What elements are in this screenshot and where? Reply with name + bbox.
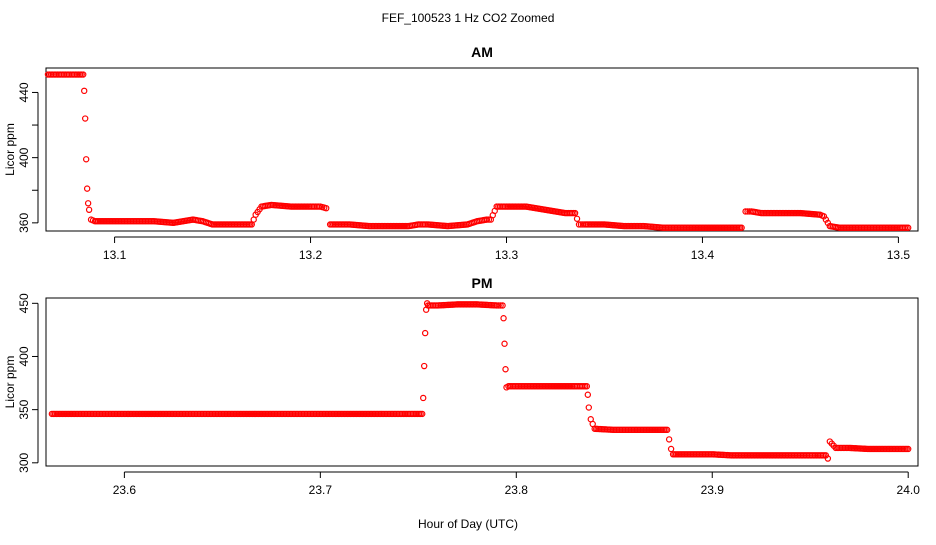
x-tick-label: 23.9: [701, 483, 725, 497]
data-point: [497, 302, 504, 309]
data-point: [502, 366, 509, 373]
x-tick-label: 13.2: [299, 248, 323, 262]
y-tick-label: 360: [17, 213, 31, 233]
data-point: [500, 315, 507, 322]
data-point: [584, 391, 592, 398]
data-point: [571, 209, 579, 217]
y-tick-label: 450: [17, 293, 31, 313]
data-point: [665, 436, 673, 443]
data-point: [667, 445, 675, 453]
data-point: [905, 445, 912, 453]
panel-title: PM: [472, 275, 493, 291]
data-point: [421, 329, 429, 337]
data-point: [575, 221, 583, 228]
x-axis-label: Hour of Day (UTC): [418, 517, 518, 531]
x-tick-label: 13.4: [691, 248, 715, 262]
y-tick-label: 350: [17, 399, 31, 419]
x-tick-label: 13.3: [495, 248, 519, 262]
y-axis-label: Licor ppm: [3, 123, 17, 176]
data-point: [493, 302, 500, 309]
data-point: [483, 216, 491, 223]
data-point: [419, 410, 426, 418]
x-tick-label: 13.1: [103, 248, 127, 262]
x-tick-label: 13.5: [887, 248, 911, 262]
data-point: [742, 208, 749, 215]
y-tick-label: 400: [17, 147, 31, 167]
x-tick-label: 24.0: [897, 483, 921, 497]
plot-frame: [45, 67, 919, 232]
data-point: [485, 216, 493, 223]
x-tick-label: 23.8: [505, 483, 529, 497]
panel-pm: PM 23.6 23.7 23.8 23.9 24.0 300 350 400 450 Licor …: [3, 275, 920, 497]
data-point: [573, 215, 581, 222]
figure-title: FEF_100523 1 Hz CO2 Zoomed: [382, 11, 555, 25]
data-point: [583, 383, 591, 390]
data-point: [663, 426, 671, 434]
y-tick-label: 300: [17, 452, 31, 472]
data-point: [81, 87, 88, 95]
data-point: [83, 185, 91, 192]
y-tick-label: 400: [17, 346, 31, 366]
data-point: [501, 340, 508, 347]
data-point: [420, 394, 427, 402]
x-tick-label: 23.6: [113, 483, 137, 497]
plot-frame: [45, 297, 919, 467]
panel-title: AM: [471, 44, 493, 60]
panel-am: AM 13.1 13.2 13.3 13.4 13.5 360 400 440 Licor ppm: [3, 44, 919, 262]
y-axis-label: Licor ppm: [3, 356, 17, 409]
data-points: [48, 300, 912, 462]
data-point: [420, 362, 428, 370]
data-point: [738, 224, 745, 231]
data-point: [81, 115, 89, 122]
data-point: [905, 224, 912, 231]
y-tick-label: 440: [17, 82, 31, 102]
data-point: [495, 302, 502, 309]
x-tick-label: 23.7: [309, 483, 333, 497]
data-point: [585, 404, 592, 411]
data-point: [84, 200, 92, 207]
data-point: [80, 71, 87, 78]
data-point: [85, 206, 93, 214]
data-point: [499, 302, 506, 309]
data-point: [323, 204, 330, 212]
data-point: [82, 156, 90, 163]
data-points: [44, 71, 912, 231]
data-point: [824, 455, 832, 462]
